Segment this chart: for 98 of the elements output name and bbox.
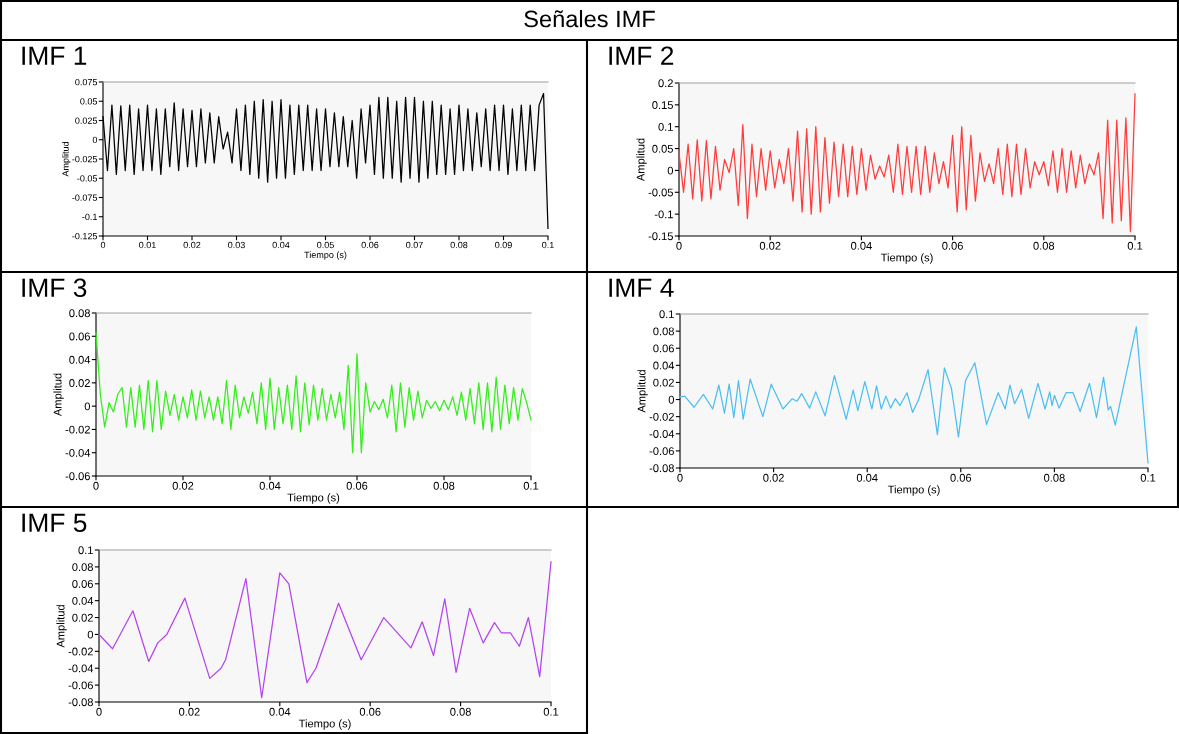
x-tick-label: 0.09 [495,241,512,249]
y-tick-label: -0.04 [68,664,94,673]
line-series [678,93,1136,233]
line-series [98,561,552,699]
x-tick-label: 0 [676,241,682,250]
y-axis-title: Amplitud [56,605,67,648]
y-tick-label: 0.04 [72,596,94,605]
x-tick-label: 0.04 [272,241,290,249]
x-axis-title: Tiempo (s) [880,253,933,264]
x-tick-label: 0.06 [346,481,368,490]
chart-title: IMF 2 [609,46,674,65]
y-tick-label: 0.08 [72,563,93,572]
y-tick-label: -0.025 [72,155,98,163]
y-tick-label: -0.1 [82,213,98,221]
x-tick-label: 0.1 [543,707,559,716]
y-tick-label: -0.02 [68,647,93,656]
y-tick-label: 0.06 [69,332,90,341]
y-tick-label: 0.05 [652,144,673,153]
y-tick-label: 0 [87,630,94,639]
x-tick-label: 0.04 [851,241,872,250]
x-tick-label: 0.03 [228,241,245,249]
y-axis-title: Amplitud [62,142,71,177]
y-tick-label: 0.04 [69,355,91,364]
x-tick-label: 0.1 [1140,473,1156,482]
x-tick-label: 0.08 [433,481,455,490]
x-axis-title: Tiempo (s) [287,493,340,504]
y-tick-label: 0 [84,402,91,411]
y-tick-label: 0.02 [69,379,90,387]
x-tick-label: 0.02 [183,241,201,249]
y-axis-title: Amplitud [53,373,64,417]
y-tick-label: -0.08 [649,464,674,473]
y-tick-label: 0.02 [72,613,93,622]
x-tick-label: 0.02 [172,481,194,490]
y-tick-label: 0.025 [75,117,98,124]
y-axis-title: Amplitud [636,138,647,182]
y-axis-title: Amplitud [637,370,648,413]
x-tick-label: 0.04 [259,481,281,490]
y-tick-label: 0.08 [653,327,674,336]
x-tick-label: 0 [100,241,106,249]
y-tick-label: 0.08 [69,309,90,318]
y-tick-label: -0.04 [65,448,91,457]
line-series [679,326,1149,464]
y-tick-label: -0.06 [68,681,93,690]
x-axis-title: Tiempo (s) [298,719,351,730]
y-tick-label: -0.15 [648,232,673,241]
y-tick-label: -0.08 [68,698,93,707]
x-tick-label: 0.05 [317,241,334,249]
y-tick-label: 0.1 [78,546,93,555]
chart-title: IMF 3 [22,278,87,298]
y-tick-label: -0.05 [648,188,673,197]
x-tick-label: 0.1 [1127,241,1143,250]
y-tick-label: -0.06 [65,472,90,481]
line-series [95,332,532,454]
y-tick-label: 0.06 [653,344,674,353]
chart-title: IMF 1 [22,46,87,65]
y-tick-label: -0.05 [77,175,98,182]
x-tick-label: 0.1 [542,241,554,249]
y-tick-label: 0.02 [653,378,674,387]
x-tick-label: 0.04 [269,707,291,716]
x-tick-label: 0.06 [359,707,381,716]
x-tick-label: 0.08 [450,707,471,716]
x-tick-label: 0.06 [361,241,379,249]
x-axis-title: Tiempo (s) [887,485,940,496]
y-tick-label: 0 [92,136,98,144]
y-tick-label: 0.1 [659,310,674,319]
y-tick-label: 0.06 [72,580,93,588]
x-tick-label: 0.02 [763,473,784,482]
y-tick-label: -0.06 [649,447,674,456]
x-tick-label: 0.04 [856,473,878,482]
y-tick-label: 0.1 [658,122,673,131]
x-tick-label: 0.08 [450,241,468,249]
x-tick-label: 0.06 [942,241,963,250]
chart-title: IMF 5 [22,513,87,533]
chart-title: IMF 4 [609,278,674,297]
y-tick-label: 0.04 [653,361,675,370]
x-axis-title: Tiempo (s) [304,251,347,260]
x-tick-label: 0.06 [950,473,972,482]
y-tick-label: -0.02 [65,425,90,434]
y-tick-label: 0.15 [652,101,673,109]
x-tick-label: 0.02 [759,241,781,250]
y-tick-label: -0.075 [72,194,98,201]
text: Señales IMF [524,10,655,28]
x-tick-label: 0.08 [1033,241,1055,250]
y-tick-label: 0 [667,166,674,175]
x-tick-label: 0 [677,473,683,482]
x-tick-label: 0.07 [406,241,423,249]
y-tick-label: 0.075 [75,78,98,86]
y-tick-label: 0.2 [658,79,673,88]
y-tick-label: 0.05 [80,98,98,105]
y-tick-label: -0.125 [72,232,98,240]
y-tick-label: -0.1 [654,210,673,219]
x-tick-label: 0.02 [179,707,200,716]
y-tick-label: -0.02 [649,412,674,421]
y-tick-label: 0 [668,395,675,404]
y-tick-label: -0.04 [649,430,675,438]
x-tick-label: 0.08 [1044,473,1065,482]
x-tick-label: 0.1 [523,481,539,490]
x-tick-label: 0.01 [139,241,156,249]
